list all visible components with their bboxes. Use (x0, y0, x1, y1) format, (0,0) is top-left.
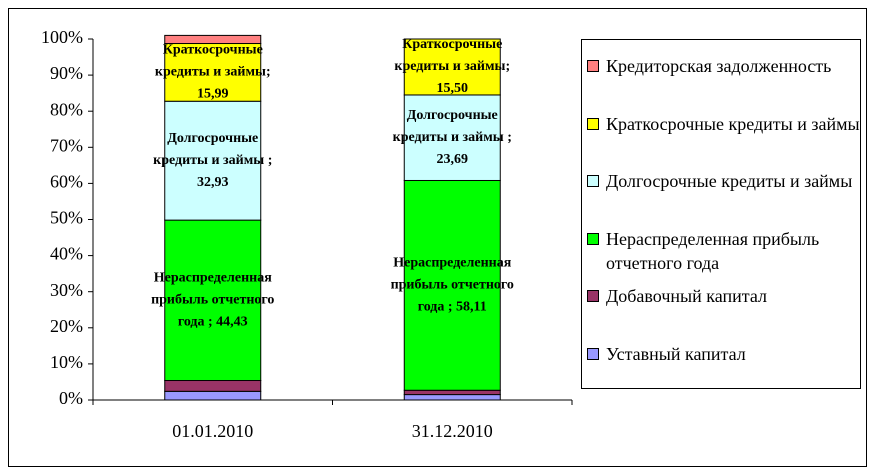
bar-segment (164, 34, 262, 45)
data-label: кредиты и займы; (394, 59, 510, 74)
data-label: Краткосрочные (163, 43, 263, 58)
data-label: 32,93 (197, 175, 229, 190)
x-tick-label: 01.01.2010 (172, 421, 253, 441)
data-label: года ; 58,11 (418, 300, 487, 315)
legend-swatch (587, 232, 599, 245)
bar-segment (164, 380, 262, 392)
bar-segment (164, 390, 262, 401)
y-tick-label: 10% (50, 352, 83, 372)
y-tick-label: 100% (41, 27, 83, 47)
bar-segment (403, 38, 501, 96)
legend-swatch (587, 290, 599, 302)
bar-segment (403, 389, 501, 396)
y-tick-label: 50% (50, 208, 83, 228)
y-tick-label: 90% (50, 63, 83, 83)
data-label: Долгосрочные (167, 131, 258, 146)
bar-segment (164, 100, 262, 221)
data-label: кредиты и займы ; (153, 153, 272, 168)
data-label: 15,99 (197, 87, 229, 102)
data-label: Долгосрочные (407, 108, 498, 123)
legend: Уставный капитал Добавочный капитал Нерасп… (581, 39, 861, 389)
data-label: Нераспределенная (393, 256, 511, 271)
legend-label: Краткосрочные кредиты и займы (606, 113, 860, 134)
legend-swatch (587, 60, 599, 72)
data-label: прибыль отчетного (151, 293, 274, 308)
y-tick-label: 20% (50, 316, 83, 336)
legend-swatch (587, 117, 599, 130)
x-tick-label: 31.12.2010 (412, 421, 493, 441)
data-label: прибыль отчетного (391, 278, 514, 293)
data-label: Краткосрочные (402, 37, 502, 52)
data-label: кредиты и займы ; (393, 130, 512, 145)
y-tick-label: 40% (50, 244, 83, 264)
legend-swatch (587, 347, 599, 360)
y-tick-label: 30% (50, 280, 83, 300)
data-label: года ; 44,43 (178, 315, 248, 330)
bar-segment (164, 219, 262, 382)
legend-label: Добавочный капитал (606, 286, 767, 306)
y-tick-label: 0% (59, 388, 83, 408)
legend-label: Нераспределенная прибыль отчетного года (606, 228, 820, 273)
data-label: 15,50 (437, 81, 469, 96)
data-label: кредиты и займы; (155, 65, 271, 80)
legend-label: Кредиторская задолженность (606, 56, 832, 76)
y-tick-label: 60% (50, 172, 83, 192)
legend-label: Долгосрочные кредиты и займы (606, 171, 853, 191)
data-label: 23,69 (437, 152, 469, 167)
legend-label: Уставный капитал (606, 343, 746, 364)
legend-swatch (587, 175, 599, 187)
bar-segment (403, 179, 501, 391)
bar-segment (403, 94, 501, 181)
data-label: Нераспределенная (154, 271, 272, 286)
bar-segment (403, 394, 501, 401)
y-tick-label: 70% (50, 135, 83, 155)
y-tick-label: 80% (50, 99, 83, 119)
